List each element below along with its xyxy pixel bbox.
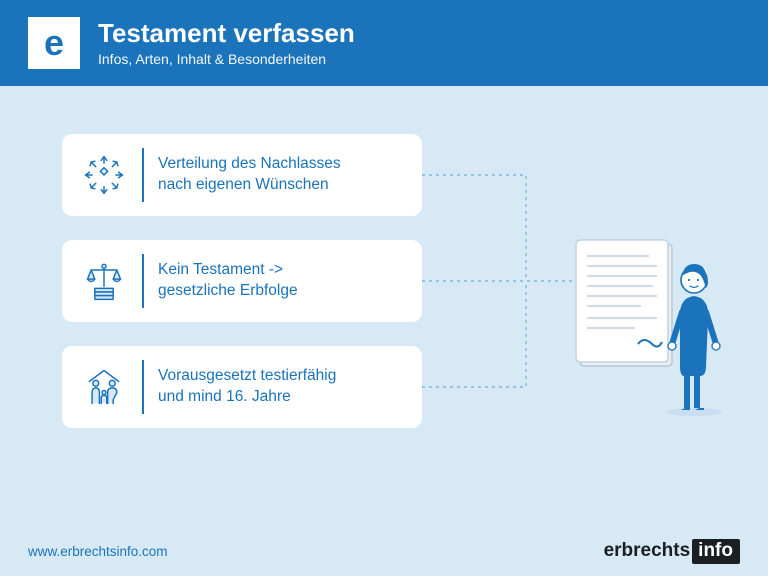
footer: www.erbrechtsinfo.com erbrechts info [0,526,768,576]
header: e Testament verfassen Infos, Arten, Inha… [0,0,768,86]
card-divider [142,254,144,308]
distribute-icon [80,151,128,199]
card-distribution: Verteilung des Nachlasses nach eigenen W… [62,134,422,216]
page-title: Testament verfassen [98,19,355,48]
card-text: Vorausgesetzt testierfähig und mind 16. … [158,366,336,408]
card-no-testament: Kein Testament -> gesetzliche Erbfolge [62,240,422,322]
card-divider [142,148,144,202]
brand-right: info [692,539,740,564]
footer-url: www.erbrechtsinfo.com [28,544,168,559]
main-area: Verteilung des Nachlasses nach eigenen W… [0,86,768,526]
card-divider [142,360,144,414]
connector-lines [422,134,582,434]
page-subtitle: Infos, Arten, Inhalt & Besonderheiten [98,51,355,67]
header-text-block: Testament verfassen Infos, Arten, Inhalt… [98,19,355,68]
person-document-illustration [572,226,732,416]
card-prerequisite: Vorausgesetzt testierfähig und mind 16. … [62,346,422,428]
scale-icon [80,257,128,305]
card-text: Verteilung des Nachlasses nach eigenen W… [158,154,341,196]
info-cards: Verteilung des Nachlasses nach eigenen W… [62,134,422,428]
logo-icon: e [28,17,80,69]
card-text: Kein Testament -> gesetzliche Erbfolge [158,260,298,302]
family-icon [80,363,128,411]
footer-brand: erbrechts info [604,539,740,564]
brand-left: erbrechts [604,540,691,562]
